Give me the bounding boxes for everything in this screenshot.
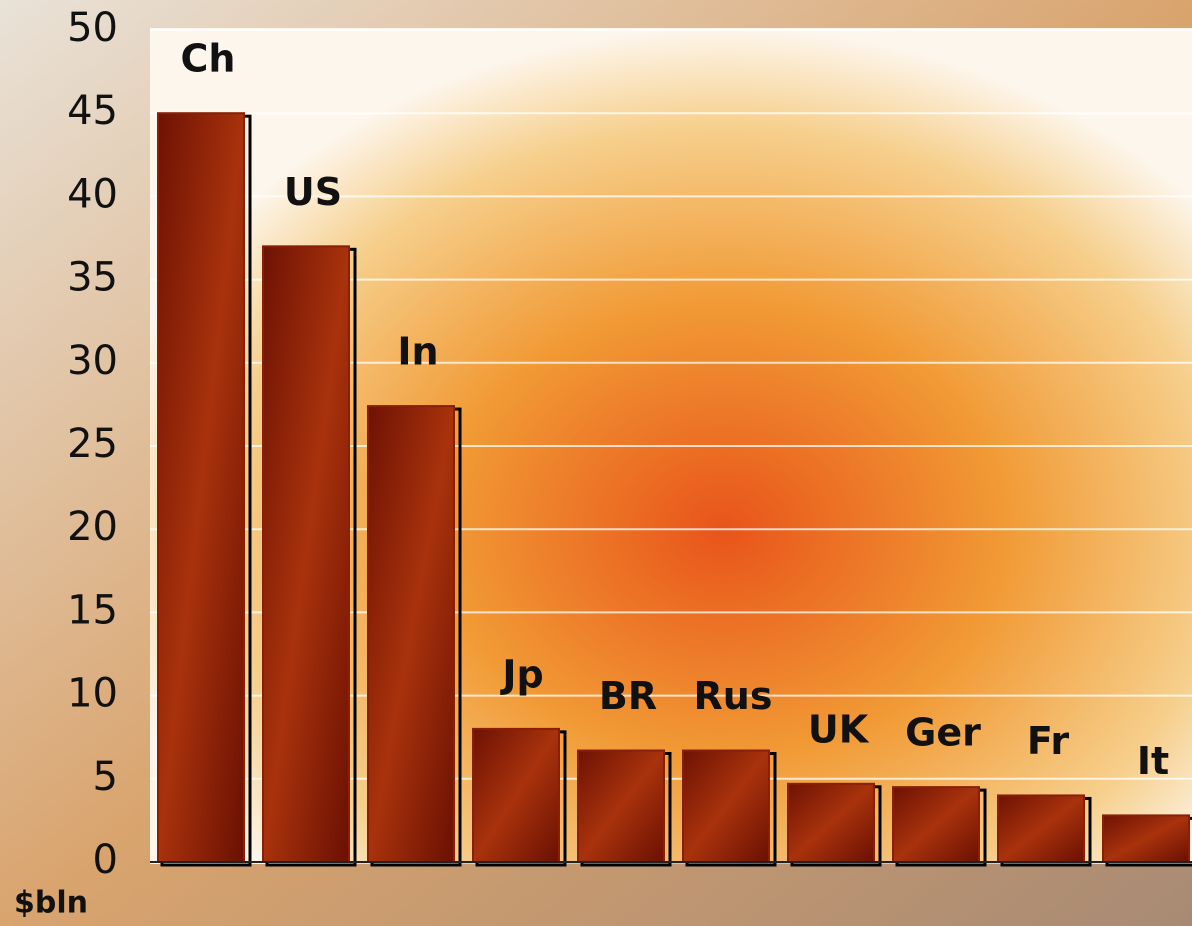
bar: [578, 751, 664, 862]
y-tick-label: 15: [67, 587, 118, 633]
bar: [158, 113, 244, 862]
category-label: UK: [808, 707, 870, 751]
category-label: Rus: [694, 674, 773, 718]
category-label: Ch: [181, 37, 236, 81]
category-label: US: [284, 170, 342, 214]
category-label: BR: [599, 674, 657, 718]
category-label: Fr: [1027, 719, 1070, 763]
bar: [893, 787, 979, 862]
y-tick-label: 40: [67, 171, 118, 217]
bar: [788, 784, 874, 862]
category-label: In: [397, 330, 438, 374]
chart: $bln 0 5 10 15 20 25 30 35 40 45 50 Ch US In Jp BR Rus UK…: [0, 0, 1192, 926]
y-tick-label: 50: [67, 5, 118, 51]
bar: [683, 751, 769, 862]
y-tick-label: 5: [93, 754, 118, 800]
bar: [263, 246, 349, 862]
y-tick-label: 20: [67, 504, 118, 550]
y-axis-label: $bln: [14, 886, 88, 921]
y-tick-label: 30: [67, 338, 118, 384]
category-label: Jp: [499, 652, 543, 696]
bar: [998, 795, 1084, 862]
y-tick-label: 35: [67, 255, 118, 301]
bar: [368, 406, 454, 862]
y-tick-label: 0: [93, 837, 118, 883]
y-tick-label: 10: [67, 671, 118, 717]
bar: [473, 729, 559, 862]
y-tick-label: 45: [67, 88, 118, 134]
category-label: It: [1137, 739, 1169, 783]
bar: [1103, 815, 1189, 862]
y-tick-label: 25: [67, 421, 118, 467]
category-label: Ger: [905, 711, 981, 755]
